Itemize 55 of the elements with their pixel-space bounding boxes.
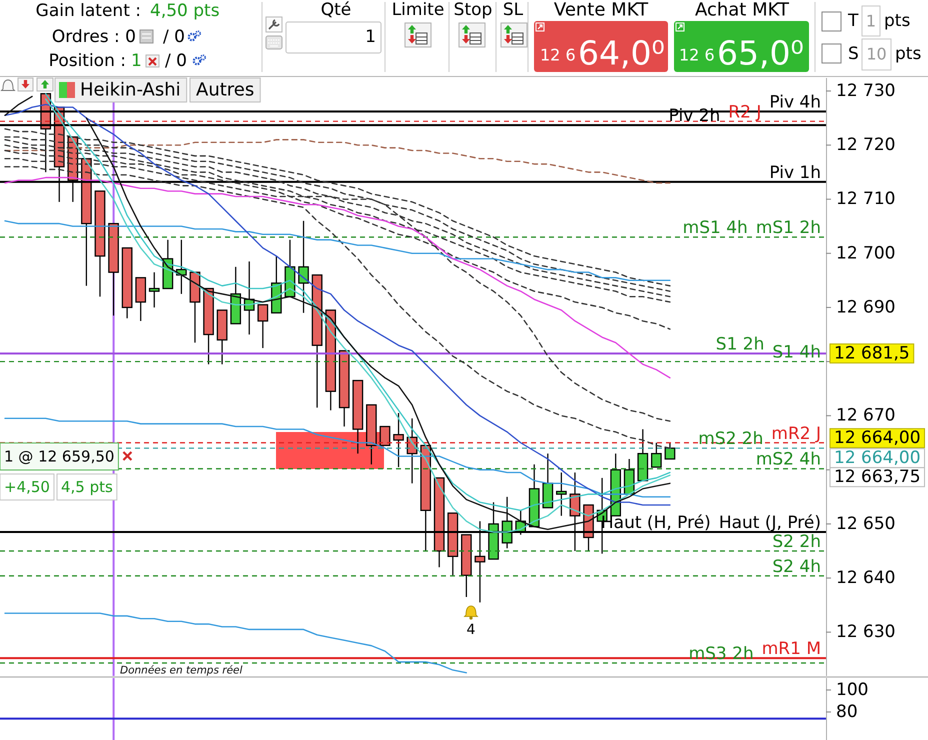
text: 4,50 pts	[150, 1, 220, 21]
annotation: 4	[466, 622, 476, 638]
y-tick-label: 12 710	[836, 189, 896, 210]
text: Qté	[320, 0, 352, 20]
text: 1	[365, 27, 376, 47]
text: Ordres : 0	[52, 27, 136, 47]
ref-line-label: S2 2h	[772, 532, 821, 552]
ref-line-label: Piv 1h	[769, 162, 821, 183]
y-tick-label: 12 690	[836, 297, 896, 318]
text: Limite	[392, 0, 444, 20]
ref-line-label: mS2 4h	[756, 450, 821, 470]
annotation: Données en temps réel	[120, 664, 243, 676]
annotation: mS2 2h	[698, 429, 764, 450]
y-tick-label: 12 720	[836, 135, 896, 156]
text: Vente MKT	[554, 0, 650, 20]
text: 12 6	[540, 46, 576, 64]
text: Stop	[454, 0, 492, 20]
text: / 0	[163, 27, 185, 47]
y-tick-label: 12 700	[836, 243, 896, 264]
ref-line-label: mS1 2h	[756, 218, 821, 238]
y-tick-label: 12 670	[836, 406, 896, 426]
text: 64,0⁰	[578, 34, 665, 72]
text: pts	[895, 44, 922, 64]
annotation: 1 @ 12 659,50	[4, 448, 114, 466]
annotation: Haut (H, Pré)	[600, 513, 711, 534]
annotation: Heikin-Ashi	[80, 80, 181, 100]
annotation: 4,5 pts	[61, 478, 114, 496]
annotation: +4,50	[4, 478, 50, 496]
y-tick-label: 12 630	[836, 622, 896, 642]
annotation: mS1 4h	[682, 218, 748, 238]
ref-line-label: mR1 M	[762, 639, 821, 660]
ref-line-label: mR2 J	[771, 424, 821, 444]
text: Position :	[48, 51, 126, 71]
text: 10	[866, 44, 887, 64]
text: 1	[131, 51, 142, 71]
annotation: S1 2h	[716, 334, 764, 354]
ref-line-label: Haut (J, Pré)	[718, 513, 821, 534]
y-tick-label: 100	[836, 680, 868, 700]
text: Achat MKT	[694, 0, 790, 20]
text: / 0	[165, 51, 187, 71]
y-tick-label: 80	[836, 702, 858, 722]
text: SL	[502, 0, 524, 20]
text: 1	[866, 12, 876, 30]
ref-line-label: S2 4h	[772, 556, 821, 577]
text: S	[848, 44, 859, 64]
text: T	[847, 11, 859, 31]
text: 65,0⁰	[717, 34, 804, 72]
text: 12 6	[679, 46, 715, 64]
text: pts	[884, 11, 910, 31]
text: Gain latent :	[36, 1, 141, 21]
y-tick-label: 12 640	[836, 568, 896, 588]
ref-line-label: Piv 4h	[769, 92, 821, 113]
y-tick-label: 12 650	[836, 514, 896, 534]
annotation: Autres	[196, 80, 254, 100]
y-tick-label: 12 730	[836, 80, 896, 101]
